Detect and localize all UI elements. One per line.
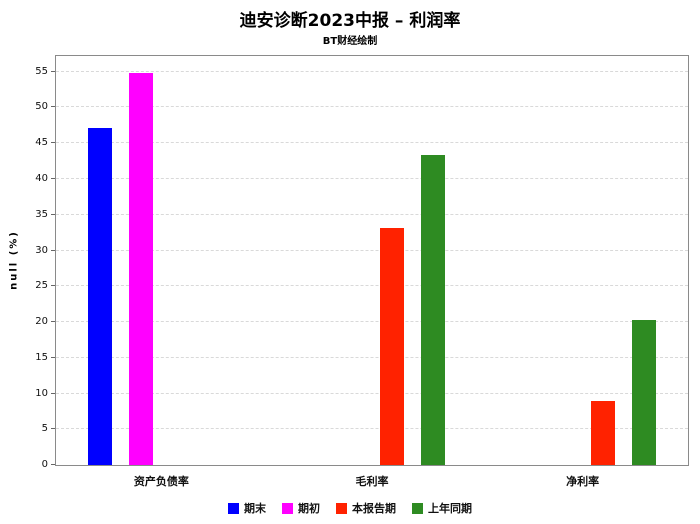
x-category-label: 净利率 bbox=[566, 475, 600, 488]
bar bbox=[631, 319, 656, 465]
gridline bbox=[56, 249, 688, 251]
y-tick-mark bbox=[51, 392, 55, 394]
y-tick-label: 55 bbox=[35, 65, 48, 77]
gridline bbox=[56, 428, 688, 430]
legend-swatch bbox=[282, 502, 293, 514]
y-tick-mark bbox=[51, 464, 55, 465]
legend-swatch bbox=[336, 502, 347, 514]
y-tick-mark bbox=[51, 249, 55, 251]
legend-label: 上年同期 bbox=[428, 502, 472, 515]
gridline bbox=[56, 285, 688, 287]
chart-title: 迪安诊断2023中报 – 利润率 bbox=[239, 11, 461, 31]
gridline bbox=[56, 213, 688, 215]
y-tick-mark bbox=[51, 213, 55, 215]
y-tick-mark bbox=[51, 106, 55, 108]
y-tick-label: 25 bbox=[35, 280, 48, 292]
legend-item: 期初 bbox=[282, 500, 320, 516]
legend-item: 本报告期 bbox=[336, 500, 396, 516]
bar bbox=[591, 401, 616, 465]
bar bbox=[128, 73, 153, 465]
legend-item: 期末 bbox=[228, 500, 266, 516]
y-tick-label: 20 bbox=[35, 316, 48, 327]
legend-label: 期末 bbox=[244, 502, 266, 515]
legend-swatch bbox=[412, 502, 423, 514]
legend-label: 期初 bbox=[298, 502, 320, 515]
plot-area: 0 5 10 15 20 25 30 35 40 45 50 55 资产负债率 毛利率 净利率 bbox=[35, 55, 689, 488]
legend-label: 本报告期 bbox=[352, 502, 396, 515]
y-tick-label: 30 bbox=[35, 244, 48, 256]
legend-item: 上年同期 bbox=[412, 500, 472, 516]
bar bbox=[421, 155, 446, 465]
y-tick-label: 35 bbox=[35, 208, 48, 220]
y-tick-mark bbox=[51, 142, 55, 144]
y-tick-label: 15 bbox=[35, 351, 48, 363]
y-tick-label: 50 bbox=[35, 101, 48, 113]
bar bbox=[380, 227, 405, 465]
chart-subtitle: BT财经绘制 bbox=[322, 36, 378, 47]
y-tick-label: 10 bbox=[35, 387, 48, 399]
y-tick-label: 40 bbox=[35, 173, 48, 184]
y-tick-mark bbox=[51, 285, 55, 287]
gridline bbox=[56, 178, 688, 179]
y-tick-mark bbox=[51, 70, 55, 72]
legend-swatch bbox=[228, 502, 239, 514]
x-category-label: 毛利率 bbox=[355, 475, 389, 488]
y-tick-mark bbox=[51, 321, 55, 322]
y-tick-mark bbox=[51, 428, 55, 430]
gridline bbox=[56, 392, 688, 394]
y-tick-label: 5 bbox=[41, 423, 48, 435]
gridline bbox=[56, 106, 688, 108]
y-tick-mark bbox=[51, 356, 55, 358]
gridline bbox=[56, 321, 688, 322]
bar bbox=[88, 127, 113, 465]
gridline bbox=[56, 70, 688, 72]
y-tick-label: 45 bbox=[35, 137, 48, 149]
y-tick-label: 0 bbox=[41, 459, 48, 470]
legend: 期末 期初 本报告期 上年同期 bbox=[0, 500, 700, 516]
x-category-label: 资产负债率 bbox=[133, 475, 189, 488]
gridline bbox=[56, 142, 688, 144]
gridline bbox=[56, 356, 688, 358]
y-tick-mark bbox=[51, 178, 55, 179]
